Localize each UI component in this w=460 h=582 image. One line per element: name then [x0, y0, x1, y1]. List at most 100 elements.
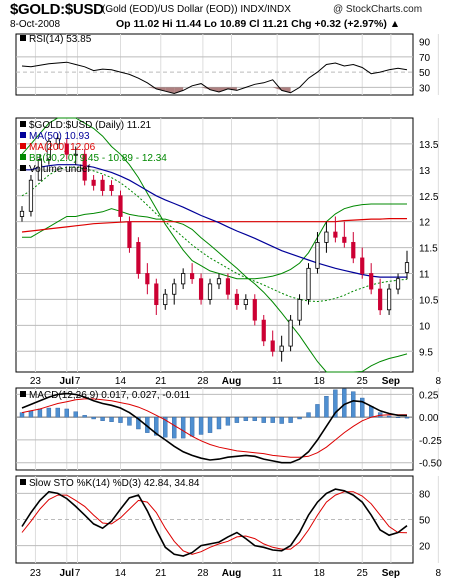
price-tick-label: 12.5 — [419, 192, 439, 203]
macd-histogram-bar — [37, 408, 43, 418]
candle-body — [82, 153, 87, 181]
ma200-legend: MA(200) 12.06 — [29, 142, 96, 153]
price-tick-label: 11 — [419, 270, 430, 281]
rsi-tick-label: 90 — [419, 38, 431, 49]
candle-body — [190, 273, 195, 280]
stockcharts-credit: @ StockCharts.com — [333, 4, 423, 15]
macd-histogram-bar — [180, 416, 186, 439]
macd-histogram-bar — [252, 416, 257, 421]
x-axis-label-bottom: 11 — [272, 568, 283, 579]
macd-legend: MACD(12,26,9) 0.017, 0.027, -0.011 — [29, 390, 190, 401]
candle-body — [404, 262, 410, 273]
candle-body — [109, 184, 114, 191]
macd-histogram-bar — [28, 410, 34, 418]
candle-body — [73, 153, 78, 156]
macd-histogram-bar — [306, 412, 311, 418]
candle-body — [369, 273, 374, 290]
price-legend-swatch — [20, 165, 26, 171]
candle-body — [351, 242, 356, 259]
macd-histogram-bar — [118, 416, 123, 423]
symbol-description: (Gold (EOD)/US Dollar (EOD)) INDX/INDX — [102, 4, 291, 15]
sto-d-line — [21, 491, 408, 555]
macd-histogram-bar — [368, 406, 374, 418]
symbol-title: $GOLD:$USD — [10, 1, 104, 18]
x-axis-label: 7 — [75, 376, 81, 387]
macd-histogram-bar — [261, 416, 266, 423]
macd-histogram-bar — [360, 397, 365, 418]
macd-histogram-bar — [163, 416, 168, 438]
candle-body — [234, 293, 239, 306]
macd-tick-label: -0.25 — [419, 436, 442, 447]
x-axis-label-bottom: 28 — [197, 568, 209, 579]
rsi-tick-label: 70 — [419, 53, 431, 64]
price-panel — [15, 117, 414, 373]
x-axis-label-bottom: 23 — [30, 568, 42, 579]
candle-body — [261, 319, 266, 342]
candle-body — [136, 242, 141, 274]
x-axis-label: 28 — [197, 376, 209, 387]
macd-histogram-bar — [351, 391, 356, 418]
macd-histogram-bar — [55, 407, 61, 418]
x-axis-label: 11 — [272, 376, 283, 387]
candle-body — [243, 299, 248, 306]
macd-histogram-bar — [315, 404, 320, 418]
candle-body — [55, 138, 60, 145]
x-axis-label-bottom: 25 — [357, 568, 369, 579]
macd-histogram-bar — [395, 416, 401, 418]
rsi-oversold-fill — [165, 87, 175, 94]
macd-legend-swatch — [20, 391, 26, 397]
candle-body — [216, 278, 222, 285]
candle-body — [154, 283, 159, 306]
rsi-oversold-fill — [174, 87, 184, 94]
candle-body — [225, 278, 231, 295]
ma200-line — [21, 218, 407, 233]
price-legend-swatch — [20, 154, 26, 160]
candle-body — [252, 299, 257, 321]
macd-histogram-bar — [189, 416, 195, 437]
candle-body — [37, 159, 43, 181]
macd-histogram-bar — [225, 416, 231, 426]
candle-body — [378, 288, 383, 311]
candle-body — [207, 283, 213, 300]
candle-body — [342, 236, 347, 243]
candle-body — [163, 293, 168, 306]
rsi-panel — [15, 33, 414, 96]
macd-histogram-bar — [154, 416, 159, 436]
candle-body — [333, 231, 338, 238]
bb-legend: BB(20,2.0) 9.45 - 10.89 - 12.34 — [29, 153, 167, 164]
candle-body — [270, 340, 275, 352]
bb-upper-line — [21, 117, 407, 280]
x-axis-label: 14 — [115, 376, 127, 387]
candle-body — [181, 273, 186, 285]
macd-histogram-bar — [127, 416, 132, 426]
candle-body — [279, 345, 284, 352]
rsi-oversold-fill — [281, 87, 291, 93]
x-axis-label: 25 — [357, 376, 369, 387]
ohlc-summary: Op 11.02 Hi 11.44 Lo 10.89 Cl 11.21 Chg … — [116, 18, 401, 30]
candle-body — [100, 179, 105, 191]
macd-histogram-bar — [100, 416, 105, 421]
macd-histogram-bar — [19, 412, 25, 418]
candle-body — [172, 283, 177, 295]
candle-body — [360, 257, 365, 274]
x-axis-label: Aug — [222, 376, 241, 387]
volume-legend: Volume undef — [29, 164, 90, 175]
price-legend: $GOLD:$USD (Daily) 11.21 — [29, 120, 152, 131]
x-axis-label-bottom: 21 — [155, 568, 167, 579]
candle-body — [19, 210, 25, 217]
rsi-oversold-fill — [210, 87, 219, 92]
rsi-legend: RSI(14) 53.85 — [29, 34, 92, 45]
date-label: 8-Oct-2008 — [10, 19, 61, 30]
macd-histogram-bar — [404, 416, 410, 419]
x-axis-label-bottom: 18 — [314, 568, 326, 579]
candle-body — [288, 319, 293, 347]
sto-tick-label: 80 — [419, 489, 431, 500]
candle-body — [91, 179, 96, 186]
macd-signal-line — [21, 398, 407, 458]
x-axis-label-bottom: Sep — [382, 568, 400, 579]
macd-line — [21, 392, 408, 464]
ma50-legend: MA(50) 10.93 — [29, 131, 90, 142]
macd-tick-label: 0.00 — [419, 413, 439, 424]
candle-body — [315, 242, 320, 269]
